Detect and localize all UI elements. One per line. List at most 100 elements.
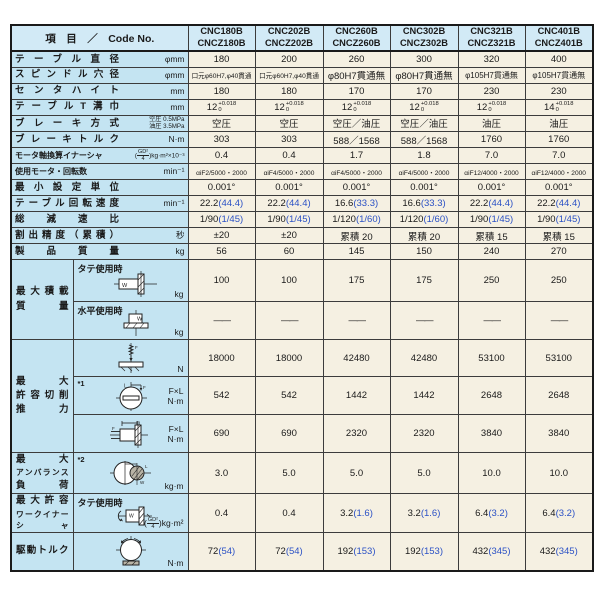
row-unit: mm	[170, 101, 185, 112]
spec-value-cell: 0.4	[254, 493, 324, 534]
sub-unit: N·m	[167, 557, 184, 568]
spec-value-cell: 72(54)	[254, 532, 324, 572]
spec-value-cell: αiF4/5000・2000	[389, 163, 459, 180]
group-label-line: 駆動トルク	[16, 545, 69, 557]
spec-value-cell: 170	[322, 82, 391, 100]
alt-spec-value: (44.4)	[488, 198, 514, 209]
table-row: 最小設定単位 0.001° 0.001° 0.001° 0.001° 0.001° 0.00…	[10, 179, 594, 196]
row-label-cell: ブレーキトルク N·m	[10, 131, 189, 148]
model-code-secondary: CNCZ260B	[332, 38, 381, 48]
row-unit: φmm	[164, 54, 185, 64]
row-label-cell: モータ軸換算イナーシャ (GD² 4)kg·m²×10⁻³	[10, 147, 189, 164]
alt-spec-value: (54)	[285, 545, 303, 557]
table-row: 使用モータ・回転数 min⁻¹ αiF2/5000・2000 αiF4/5000・20…	[10, 163, 594, 180]
model-code-secondary: CNCZ180B	[197, 38, 246, 48]
spec-value-cell: 175	[389, 259, 459, 302]
alt-spec-value: (1.6)	[353, 507, 373, 519]
spec-value-cell: 145	[322, 243, 391, 260]
model-code-primary: CNC260B	[335, 26, 378, 37]
sub-unit: kg·m	[164, 481, 184, 491]
column-header-cnc180b: CNC180B CNCZ180B	[187, 24, 256, 52]
group-label-line: 最大許容	[16, 495, 69, 507]
spec-value-cell: 250	[524, 259, 594, 302]
spec-value-cell: 1/90(1/45)	[457, 211, 526, 228]
spec-value-cell: 22.2(44.4)	[457, 195, 526, 212]
spec-value-cell: 16.6(33.3)	[322, 195, 391, 212]
horizontal-mount-icon: W	[118, 310, 154, 337]
tolerance-stack: +0.018 0	[218, 100, 237, 113]
spec-value-cell: 72(54)	[187, 532, 256, 572]
spec-value-cell: 690	[187, 414, 256, 453]
spec-value-cell: 2320	[322, 414, 391, 453]
spec-value-cell: 1/120(1/60)	[389, 211, 459, 228]
spec-value-cell: 432(345)	[524, 532, 594, 572]
spec-value-cell: 250	[457, 259, 526, 302]
svg-text:L: L	[145, 464, 148, 469]
sub-unit: kg	[174, 288, 184, 299]
spec-value-cell: 12 +0.018 0	[457, 98, 526, 116]
spec-value-cell: 油圧	[524, 114, 594, 132]
spec-value-cell: 5.0	[322, 451, 391, 495]
spec-value-cell: 60	[254, 243, 324, 260]
icon-cell: N·m	[72, 532, 189, 572]
spec-value-cell: 累積 20	[322, 227, 391, 244]
alt-spec-value: (1/45)	[218, 214, 244, 225]
row-label: 使用モータ・回転数	[15, 166, 87, 176]
model-code-secondary: CNCZ202B	[264, 38, 314, 48]
group-label-line: アンバランス	[16, 468, 69, 478]
spec-value-cell: 180	[254, 82, 324, 100]
group-label-line: 負荷	[16, 479, 69, 491]
spec-value-cell: 588／1568	[389, 131, 459, 148]
row-label-cell: テーブル直径 φmm	[10, 50, 189, 68]
table-row: ブレーキトルク N·m 303 303 588／1568 588／1568 1760 1760	[10, 131, 594, 148]
spec-value-cell: 22.2(44.4)	[524, 195, 594, 212]
group-label-line: 許容切削	[16, 389, 69, 401]
table-row: 製品質量 kg 56 60 145 150 240 270	[10, 243, 594, 260]
spec-value-cell: 230	[457, 82, 526, 100]
spec-value-cell: 1/120(1/60)	[322, 211, 391, 228]
svg-text:F: F	[143, 385, 146, 390]
spec-value-cell: 0.001°	[457, 179, 526, 196]
sub-unit: kg	[174, 326, 184, 337]
sub-unit-line: F×L	[168, 385, 184, 396]
spec-value-cell: 22.2(44.4)	[254, 195, 324, 212]
spec-value-cell: ±20	[187, 227, 256, 244]
spec-value-cell: ±20	[254, 227, 324, 244]
spec-value-cell: αiF4/5000・2000	[322, 163, 391, 180]
alt-spec-value: (153)	[353, 545, 376, 557]
table-row: 割出精度（累積）秒 ±20 ±20 累積 20 累積 20 累積 15 累積 15	[10, 227, 594, 244]
spec-value-cell: 空圧／油圧	[322, 114, 391, 132]
spec-value-cell: ——	[457, 301, 526, 340]
model-code-primary: CNC180B	[200, 26, 243, 37]
alt-spec-value: (44.4)	[285, 198, 311, 209]
alt-spec-value: (3.2)	[488, 507, 508, 519]
spec-value-cell: 150	[389, 243, 459, 260]
row-unit: (GD² 4)kg·m²×10⁻³	[134, 148, 185, 162]
svg-text:W: W	[129, 514, 134, 520]
alt-spec-value: (44.4)	[218, 198, 244, 209]
row-label-cell: センタハイト mm	[10, 82, 189, 100]
column-header-cnc260b: CNC260B CNCZ260B	[322, 24, 391, 52]
spec-value-cell: 12 +0.018 0	[389, 98, 459, 116]
spec-value-cell: 300	[389, 50, 459, 68]
spec-value-cell: 0.4	[187, 147, 256, 164]
spec-value-cell: φ80H7貫通無	[322, 66, 391, 84]
spec-value-cell: 542	[254, 376, 324, 415]
icon-cell: LF F×LN·m	[72, 414, 189, 453]
table-row: 駆動トルク N·m 72(54) 72(54) 192(153) 192(153) 432(…	[10, 532, 594, 572]
icon-cell: *1 L F F×L N·m	[72, 376, 189, 415]
spec-value-cell: 0.001°	[254, 179, 324, 196]
column-header-cnc302b: CNC302B CNCZ302B	[389, 24, 459, 52]
spec-value-cell: 2320	[389, 414, 459, 453]
row-label: 割出精度（累積）	[15, 229, 119, 241]
spec-value-cell: αiF2/5000・2000	[187, 163, 256, 180]
spec-value-cell: 18000	[187, 339, 256, 377]
svg-text:F: F	[112, 426, 115, 431]
sub-unit: N	[177, 363, 184, 374]
column-header-cnc202b: CNC202B CNCZ202B	[254, 24, 324, 52]
spec-value-cell: 6.4(3.2)	[524, 493, 594, 534]
